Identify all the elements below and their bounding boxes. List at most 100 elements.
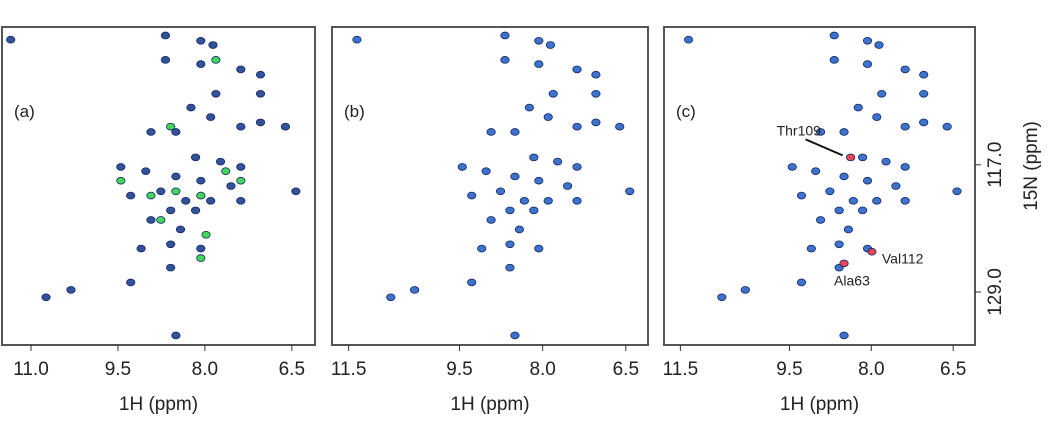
peak [543, 197, 553, 205]
peak [171, 331, 181, 340]
peak [862, 36, 873, 45]
peak [66, 286, 76, 294]
peak [839, 172, 849, 181]
peak [486, 128, 496, 136]
peak [166, 240, 176, 249]
peak [591, 118, 601, 127]
peak [171, 128, 181, 136]
peak [548, 89, 558, 98]
peak [190, 153, 201, 162]
peak [386, 293, 396, 302]
peak [255, 118, 266, 127]
peak [815, 128, 826, 136]
peak [529, 153, 539, 162]
peak [196, 254, 206, 262]
peak [171, 172, 181, 181]
peak [534, 244, 544, 253]
peak [524, 103, 534, 112]
peak [877, 89, 887, 98]
peak [236, 163, 246, 171]
x-tick-label: 9.5 [776, 359, 802, 380]
x-tick-label: 6.5 [279, 359, 305, 380]
plot-frame [331, 26, 649, 346]
peak [534, 36, 544, 45]
peak [891, 182, 901, 190]
peak [457, 163, 467, 171]
peak [572, 163, 582, 171]
peak [156, 216, 166, 224]
peak [136, 244, 146, 253]
peak [514, 225, 524, 234]
peak [505, 263, 515, 272]
peak [166, 206, 176, 215]
peak [160, 31, 171, 40]
peak [171, 187, 181, 196]
peak [829, 31, 839, 40]
peak-annotation: Ala63 [834, 272, 870, 288]
peak [543, 113, 553, 121]
peak [534, 60, 544, 68]
x-tick-label: 8.0 [192, 359, 218, 380]
x-tick-label: 9.5 [446, 359, 472, 380]
peak [236, 176, 246, 185]
peak [201, 230, 211, 239]
y-tick-label: 117.0 [985, 142, 1006, 188]
peak [226, 182, 236, 190]
peak [481, 167, 491, 175]
peak [591, 70, 601, 79]
peak [845, 153, 856, 162]
peak [919, 89, 929, 98]
peak [553, 157, 563, 166]
peak [829, 56, 839, 64]
peak [160, 56, 171, 64]
peak [221, 167, 231, 175]
peak [815, 216, 826, 224]
peak [146, 128, 156, 136]
peak [206, 197, 216, 205]
panel-label: (b) [344, 102, 365, 121]
peak [181, 197, 191, 205]
peak [572, 197, 582, 205]
peak [206, 113, 216, 121]
peak [116, 176, 126, 185]
x-tick-label: 6.5 [940, 359, 966, 380]
peak [196, 244, 206, 253]
peak [717, 293, 727, 302]
peak [467, 278, 477, 287]
y-tick-label: 129.0 [985, 268, 1006, 316]
peak [919, 118, 929, 127]
x-tick-label: 6.5 [613, 359, 639, 380]
peak [190, 206, 201, 215]
peak [796, 278, 807, 287]
peak [919, 70, 929, 79]
peak [811, 167, 821, 175]
peak [529, 206, 539, 215]
peak [166, 263, 176, 272]
peak [236, 122, 246, 131]
peak [505, 240, 515, 249]
peak [505, 206, 515, 215]
peak [211, 56, 221, 64]
peak [500, 31, 510, 40]
peak [862, 60, 873, 68]
peak [141, 167, 151, 175]
peak [834, 206, 844, 215]
peak [858, 206, 868, 215]
peak [572, 65, 582, 74]
peak [146, 216, 156, 224]
peak [215, 157, 226, 166]
peak [208, 41, 218, 49]
plot-frame [663, 26, 976, 346]
peak [236, 65, 246, 74]
peak [872, 113, 882, 121]
panel-label: (c) [676, 102, 696, 121]
peak [572, 122, 582, 131]
x-tick-label: 8.0 [858, 359, 884, 380]
peak [825, 187, 835, 196]
peak [806, 244, 816, 253]
peak [563, 182, 573, 190]
peak [510, 331, 520, 340]
peak [166, 122, 176, 131]
peak [255, 70, 266, 79]
